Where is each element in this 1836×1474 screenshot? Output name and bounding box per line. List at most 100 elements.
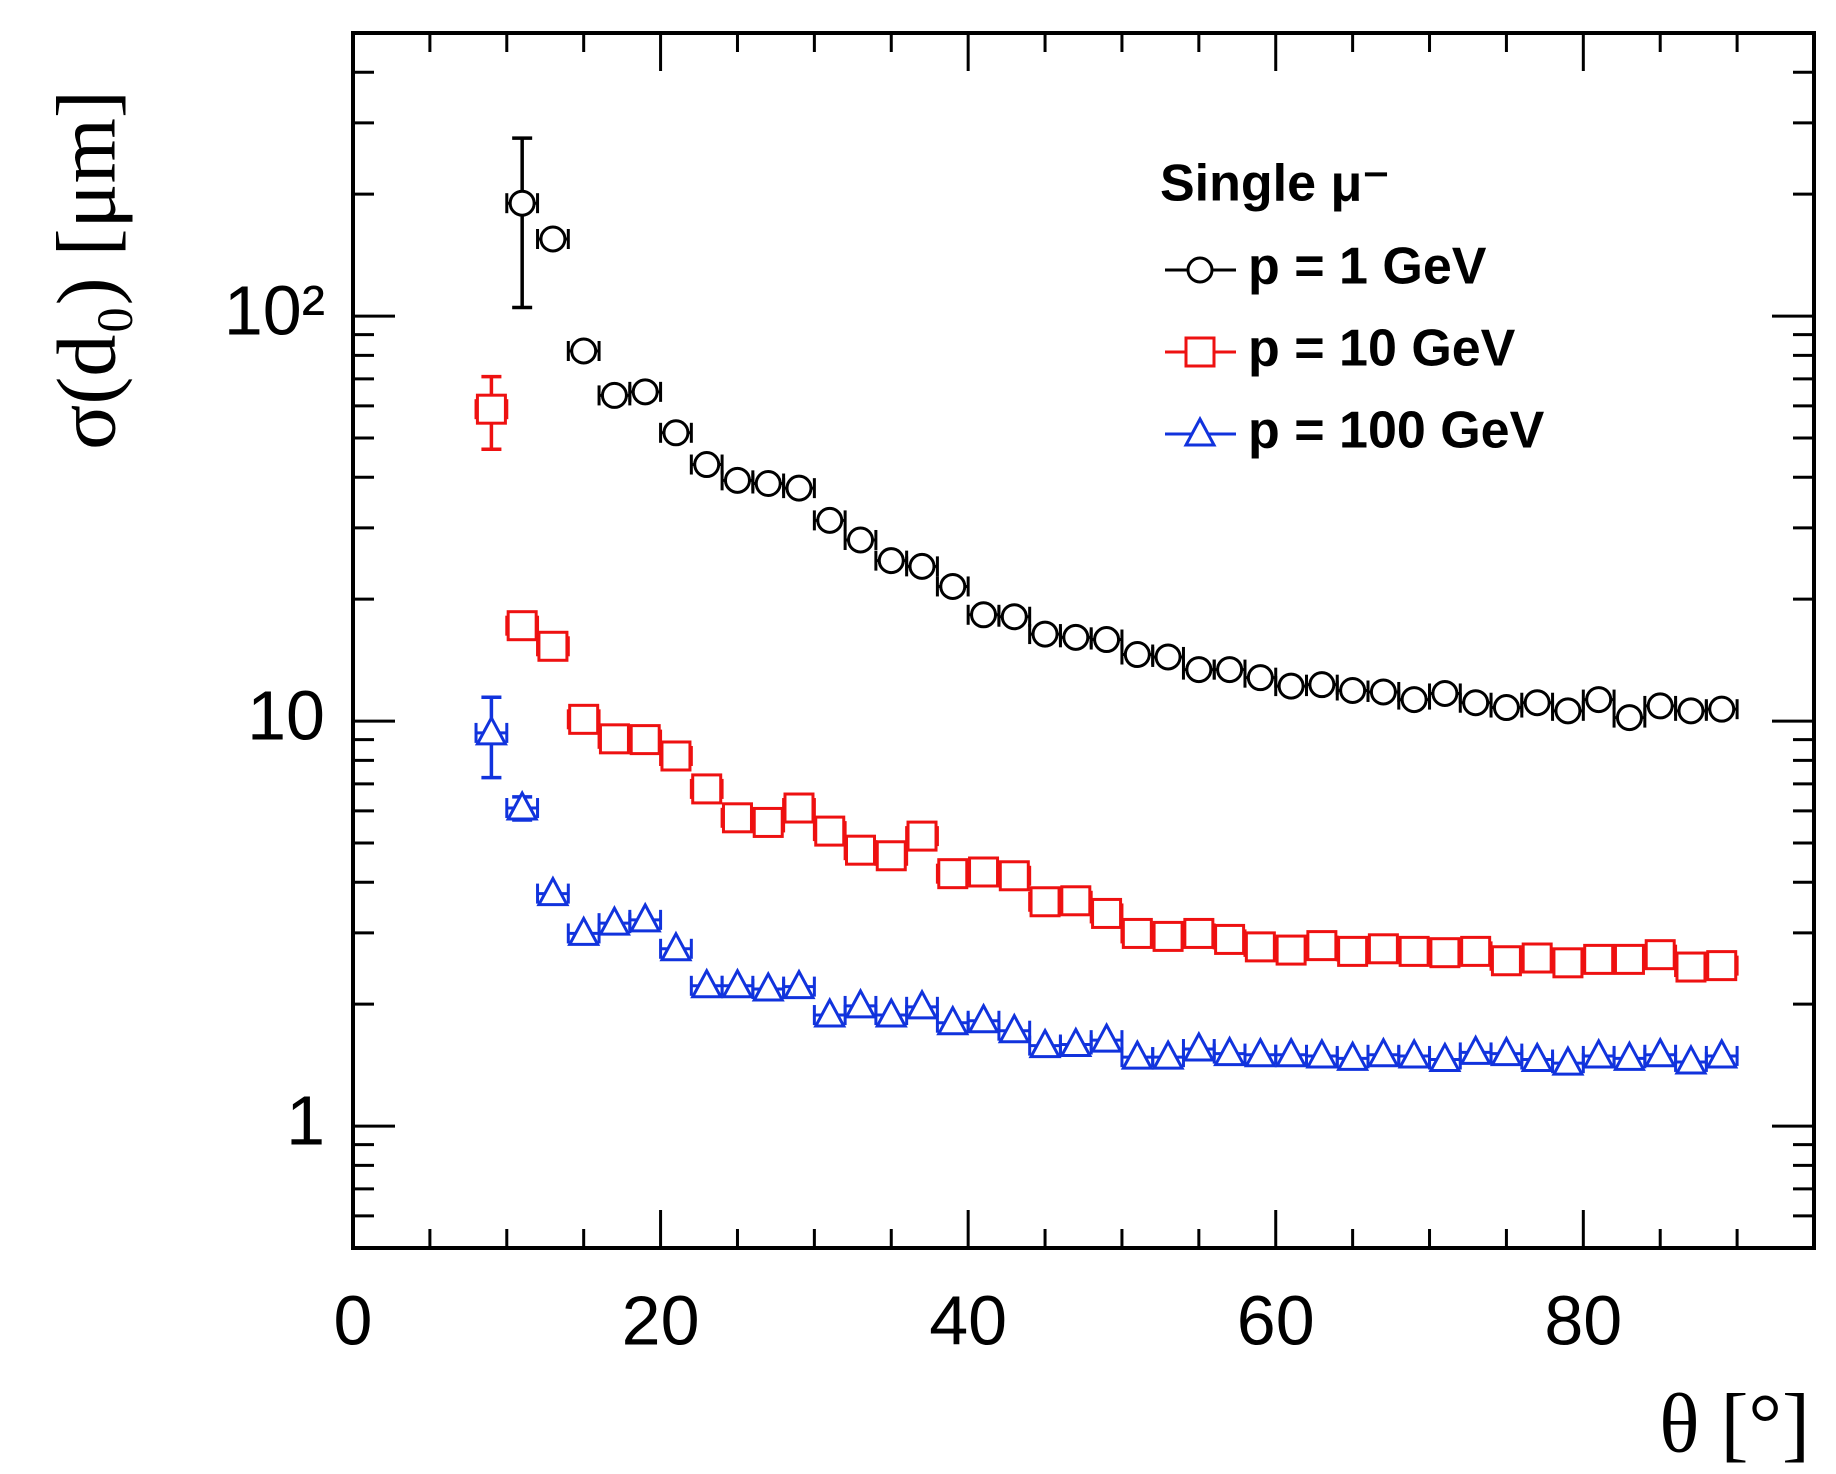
- marker: [1520, 1041, 1554, 1073]
- legend-marker: [1186, 256, 1214, 284]
- marker: [1121, 917, 1153, 949]
- marker: [1123, 641, 1151, 669]
- legend-title: Single μ⁻: [1160, 155, 1390, 213]
- marker: [570, 337, 598, 365]
- marker: [1431, 679, 1459, 707]
- marker: [1460, 935, 1492, 967]
- marker: [1400, 686, 1428, 714]
- marker: [1429, 937, 1461, 969]
- marker: [1706, 950, 1738, 982]
- marker: [908, 552, 936, 580]
- marker: [754, 470, 782, 498]
- x-axis-label: θ [°]: [1659, 1377, 1810, 1470]
- marker: [1091, 897, 1123, 929]
- marker: [1462, 689, 1490, 717]
- marker: [1277, 672, 1305, 700]
- marker: [1183, 917, 1215, 949]
- y-axis-label: σ(d₀) [μm]: [40, 90, 133, 450]
- marker: [1213, 1035, 1247, 1067]
- marker: [693, 451, 721, 479]
- x-tick-label: 0: [334, 1281, 373, 1359]
- marker: [785, 474, 813, 502]
- x-tick-label: 60: [1237, 1281, 1315, 1359]
- marker: [1490, 945, 1522, 977]
- marker: [539, 225, 567, 253]
- marker: [1677, 697, 1705, 725]
- legend-marker: [1183, 415, 1217, 447]
- marker: [1459, 1034, 1493, 1065]
- marker: [1028, 1027, 1062, 1059]
- marker: [723, 466, 751, 494]
- marker: [1644, 939, 1676, 971]
- marker: [1243, 1036, 1277, 1068]
- marker: [967, 1002, 1001, 1034]
- marker: [475, 393, 507, 425]
- y-tick-label: 10: [247, 677, 325, 755]
- marker: [1612, 1040, 1646, 1071]
- marker: [1308, 671, 1336, 699]
- marker: [597, 904, 631, 936]
- marker: [752, 806, 784, 838]
- marker: [1582, 1037, 1616, 1069]
- marker: [1675, 951, 1707, 983]
- marker: [1060, 885, 1092, 917]
- marker: [628, 901, 662, 933]
- marker: [1585, 686, 1613, 714]
- marker: [877, 547, 905, 575]
- marker: [1029, 886, 1061, 918]
- marker: [874, 996, 908, 1028]
- marker: [690, 967, 724, 999]
- marker: [905, 988, 939, 1020]
- marker: [997, 1012, 1031, 1044]
- marker: [847, 526, 875, 554]
- marker: [1552, 947, 1584, 979]
- marker: [939, 572, 967, 600]
- marker: [1336, 1040, 1370, 1071]
- marker: [1521, 942, 1553, 974]
- marker: [567, 915, 601, 946]
- marker: [660, 740, 692, 772]
- marker: [1369, 678, 1397, 706]
- marker: [1062, 623, 1090, 651]
- marker: [1275, 934, 1307, 966]
- marker: [1216, 656, 1244, 684]
- x-tick-label: 40: [929, 1281, 1007, 1359]
- marker: [720, 967, 754, 999]
- marker: [1398, 935, 1430, 967]
- marker: [906, 820, 938, 852]
- x-tick-label: 20: [622, 1281, 700, 1359]
- marker: [1182, 1030, 1216, 1062]
- marker: [1120, 1038, 1154, 1070]
- y-tick-label: 10²: [224, 272, 325, 350]
- marker: [843, 987, 878, 1019]
- marker: [1708, 695, 1736, 723]
- marker: [474, 714, 508, 746]
- marker: [813, 996, 847, 1028]
- marker: [1244, 931, 1276, 963]
- marker: [505, 789, 539, 821]
- y-tick-label: 1: [286, 1082, 325, 1160]
- marker: [1059, 1026, 1093, 1058]
- marker: [782, 968, 816, 1000]
- marker: [1031, 620, 1059, 648]
- marker: [1489, 1035, 1523, 1067]
- marker: [1339, 676, 1367, 704]
- marker: [1246, 664, 1274, 692]
- marker: [1492, 694, 1520, 722]
- marker: [814, 815, 846, 847]
- marker: [1705, 1037, 1739, 1069]
- marker: [1523, 689, 1551, 717]
- marker: [662, 419, 690, 447]
- marker: [536, 875, 570, 907]
- marker: [1306, 930, 1338, 962]
- legend-label: p = 10 GeV: [1248, 320, 1516, 378]
- marker: [1305, 1037, 1339, 1069]
- marker: [1274, 1036, 1308, 1068]
- marker: [936, 1004, 970, 1036]
- marker: [1397, 1037, 1431, 1069]
- marker: [506, 610, 538, 642]
- marker: [1152, 920, 1184, 952]
- marker: [1646, 692, 1674, 720]
- marker: [659, 930, 693, 962]
- marker: [751, 970, 785, 1002]
